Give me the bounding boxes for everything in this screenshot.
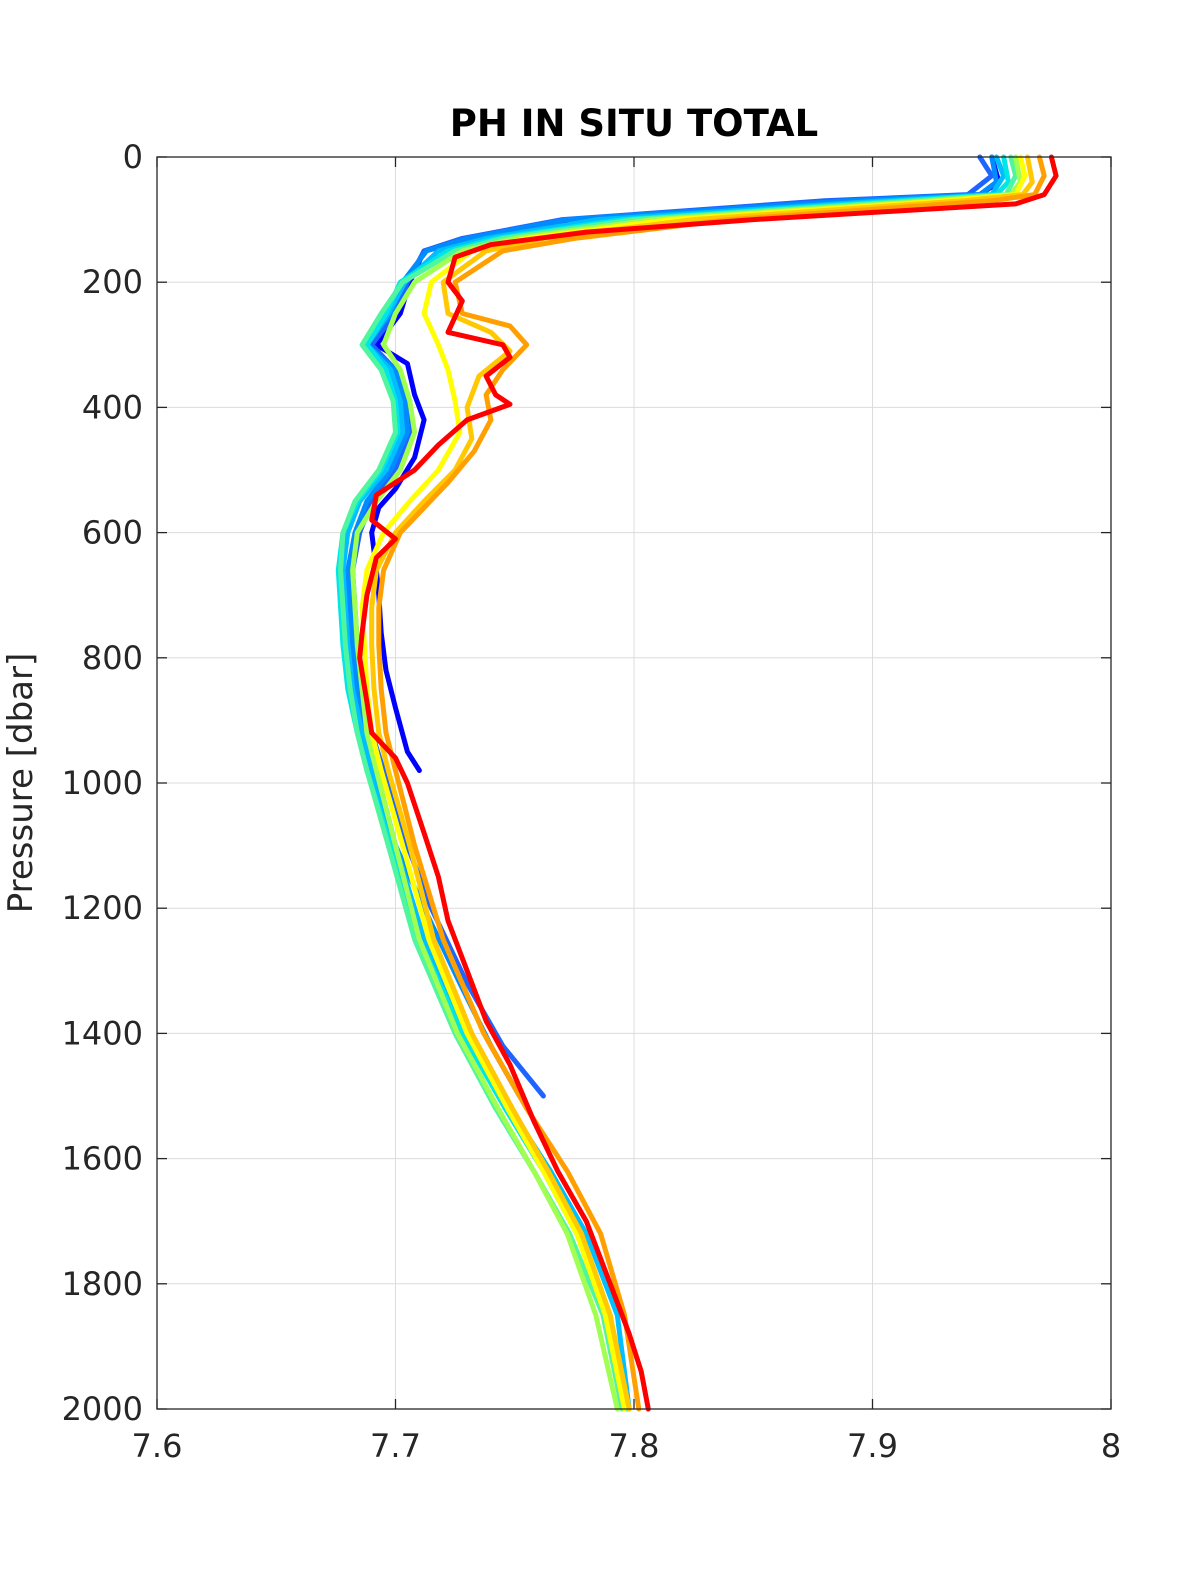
x-tick-labels: 7.6 7.7 7.8 7.9 8 — [132, 1427, 1122, 1465]
y-tick-label: 0 — [123, 138, 143, 176]
y-tick-label: 1600 — [62, 1140, 143, 1178]
y-tick-label: 1200 — [62, 889, 143, 927]
x-tick-label: 7.8 — [609, 1427, 660, 1465]
y-tick-label: 200 — [82, 263, 143, 301]
y-tick-label: 1000 — [62, 764, 143, 802]
x-tick-label: 7.7 — [370, 1427, 421, 1465]
y-tick-label: 400 — [82, 388, 143, 426]
y-tick-label: 2000 — [62, 1390, 143, 1428]
x-tick-label: 7.6 — [132, 1427, 183, 1465]
series-line-11 — [357, 154, 1059, 1412]
chart-title: PH IN SITU TOTAL — [450, 102, 818, 145]
y-tick-labels: 0 200 400 600 800 1000 1200 1400 1600 1800 2000 — [62, 138, 143, 1428]
y-tick-label: 1800 — [62, 1265, 143, 1303]
tick-marks — [156, 156, 1112, 1410]
x-tick-label: 7.9 — [847, 1427, 898, 1465]
y-tick-label: 800 — [82, 639, 143, 677]
y-tick-label: 1400 — [62, 1014, 143, 1052]
series-line-10 — [376, 154, 1047, 1412]
y-axis-label: Pressure [dbar] — [1, 653, 41, 914]
x-tick-label: 8 — [1101, 1427, 1121, 1465]
series-layer — [335, 154, 1059, 1412]
y-tick-label: 600 — [82, 514, 143, 552]
